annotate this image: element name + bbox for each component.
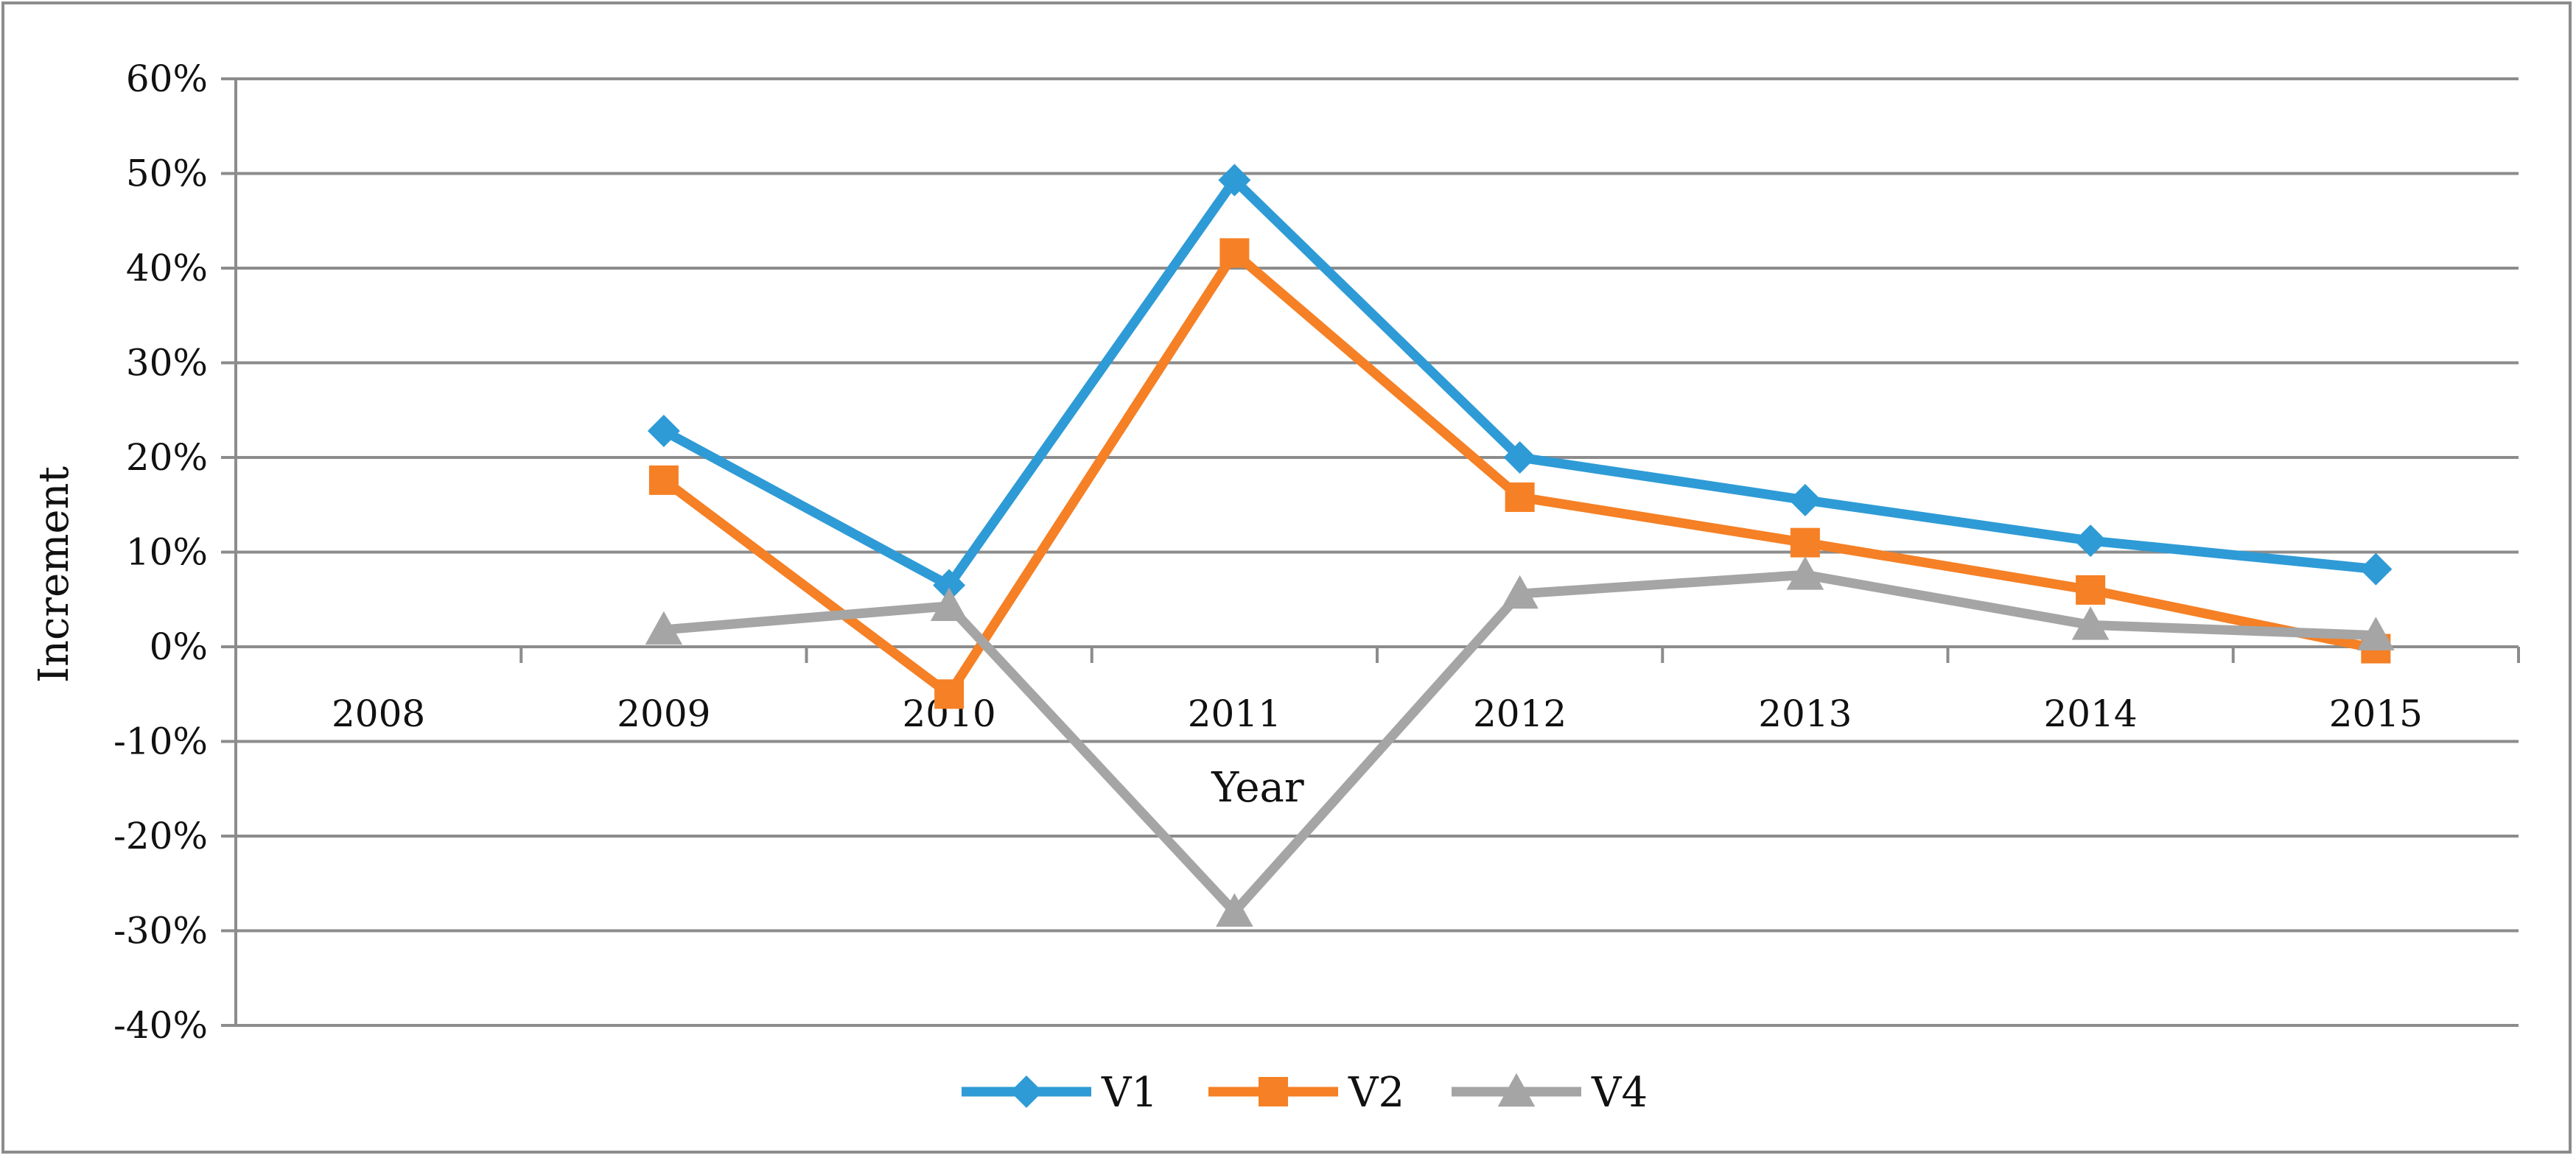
data-point [1501, 575, 1539, 609]
legend-swatch-marker [1259, 1077, 1288, 1106]
series [645, 164, 2395, 927]
data-point [645, 611, 683, 645]
axes [221, 77, 2520, 1027]
series-v4 [645, 556, 2395, 927]
legend-label: V2 [1348, 1069, 1404, 1117]
data-point [1790, 527, 1820, 558]
data-point [647, 415, 680, 448]
y-tick-label: -20% [113, 815, 208, 857]
data-point [930, 587, 968, 621]
x-tick-label: 2011 [1188, 692, 1281, 735]
data-point [2357, 617, 2395, 650]
data-point [1219, 238, 1250, 268]
data-point [1216, 893, 1253, 927]
series-v1 [647, 164, 2393, 602]
x-tick-label: 2008 [332, 692, 425, 735]
legend-label: V4 [1591, 1069, 1648, 1117]
legend: V1 V2 V4 [962, 1069, 1648, 1117]
data-point [1788, 483, 1821, 516]
series-line-v4 [663, 569, 2376, 919]
legend-item-v1: V1 [962, 1069, 1158, 1117]
y-tick-label: 20% [126, 436, 208, 479]
x-tick-label: 2013 [1758, 692, 1852, 735]
y-tick-label: -30% [113, 910, 208, 952]
x-tick-labels: 2008 2009 2010 2011 2012 2013 2014 2015 [332, 692, 2423, 735]
y-tick-label: 0% [150, 625, 208, 668]
legend-item-v4: V4 [1452, 1069, 1648, 1117]
data-point [2071, 606, 2110, 640]
y-tick-label: 40% [126, 247, 208, 290]
gridlines [236, 77, 2519, 1027]
y-tick-label: 50% [126, 152, 208, 195]
legend-swatch-marker [1010, 1075, 1043, 1108]
data-point [2074, 524, 2107, 558]
x-tick-label: 2009 [617, 692, 710, 735]
legend-swatch-marker [1497, 1073, 1536, 1107]
data-point [933, 569, 966, 602]
x-tick-label: 2015 [2329, 692, 2423, 735]
data-point [1505, 482, 1535, 512]
data-point [648, 465, 679, 495]
data-point [934, 679, 965, 709]
series-line-v1 [661, 172, 2377, 592]
y-tick-label: 60% [126, 57, 208, 100]
y-tick-label: -40% [113, 1004, 208, 1047]
data-point [1218, 164, 1251, 197]
y-tick-labels: 60% 50% 40% 30% 20% 10% 0% -10% -20% -30% -40% [113, 57, 208, 1047]
x-axis-title: Year [1211, 764, 1304, 812]
y-tick-label: -10% [113, 720, 208, 763]
y-axis-title: Increment [30, 466, 78, 683]
data-point [2076, 575, 2106, 605]
y-tick-label: 10% [126, 531, 208, 574]
x-tick-label: 2012 [1473, 692, 1567, 735]
data-point [2359, 552, 2393, 586]
legend-item-v2: V2 [1208, 1069, 1404, 1117]
data-point [1786, 556, 1824, 590]
legend-label: V1 [1101, 1069, 1158, 1117]
x-tick-label: 2014 [2044, 692, 2138, 735]
data-point [1503, 441, 1536, 474]
y-tick-label: 30% [126, 342, 208, 385]
